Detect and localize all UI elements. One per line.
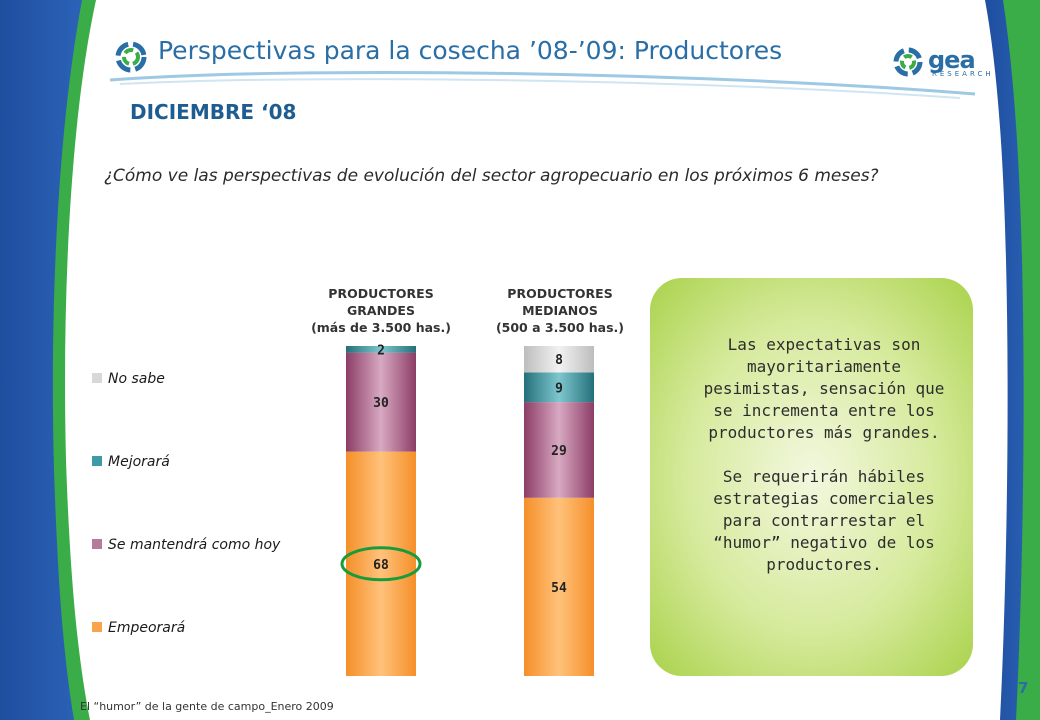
bar-mejorara-1 <box>346 346 416 353</box>
bar-mejorara-2 <box>524 372 594 403</box>
gea-logo-text: gea <box>928 46 976 74</box>
column-header-line: (más de 3.500 has.) <box>311 320 451 335</box>
footer-text: El “humor” de la gente de campo_Enero 20… <box>80 700 334 713</box>
callout-box <box>650 278 973 676</box>
gea-logo-icon <box>893 47 923 77</box>
legend-swatch <box>92 622 102 632</box>
data-label-empeorara-1: 68 <box>373 558 389 573</box>
column-header-line: PRODUCTORES <box>328 286 434 301</box>
data-label-mejorara-1: 2 <box>377 343 385 358</box>
page-subtitle: DICIEMBRE ‘08 <box>130 100 297 124</box>
column-header-line: GRANDES <box>347 303 415 318</box>
page-number: 7 <box>1018 679 1029 697</box>
legend-label: Mejorará <box>108 454 170 470</box>
data-label-se-mantendra-como-hoy-1: 30 <box>373 396 389 411</box>
legend-label: Se mantendrá como hoy <box>108 537 281 553</box>
legend-item-se-mantendra: Se mantendrá como hoy <box>92 537 280 553</box>
legend-swatch <box>92 539 102 549</box>
survey-question: ¿Cómo ve las perspectivas de evolución d… <box>104 166 879 186</box>
swirl-logo-icon <box>115 41 147 73</box>
bar-se-mantendra-como-hoy-1 <box>346 352 416 452</box>
callout-paragraph-2: Se requerirán hábiles estrategias comerc… <box>713 467 935 574</box>
page-title: Perspectivas para la cosecha ’08-’09: Pr… <box>158 36 783 65</box>
data-label-no-sabe-2: 8 <box>555 353 563 368</box>
column-header-medianos: PRODUCTORES MEDIANOS (500 a 3.500 has.) <box>465 285 655 336</box>
right-green-band <box>1003 0 1040 720</box>
column-header-grandes: PRODUCTORES GRANDES (más de 3.500 has.) <box>286 285 476 336</box>
legend-label: No sabe <box>108 371 165 387</box>
gea-logo-subtext: RESEARCH <box>932 70 994 78</box>
legend-label: Empeorará <box>108 620 186 636</box>
callout-paragraph-1: Las expectativas son mayoritariamente pe… <box>703 335 945 442</box>
legend-item-empeorara: Empeorará <box>92 620 185 636</box>
data-label-se-mantendra-como-hoy-2: 29 <box>551 444 567 459</box>
highlight-ellipse <box>340 546 422 582</box>
column-header-line: (500 a 3.500 has.) <box>495 320 625 335</box>
column-header-line: PRODUCTORES <box>507 286 613 301</box>
callout-text: Las expectativas son mayoritariamente pe… <box>690 334 958 598</box>
legend-swatch <box>92 373 102 383</box>
left-blue-band <box>0 0 82 720</box>
legend-item-no-sabe: No sabe <box>92 371 165 387</box>
bar-empeorara-2 <box>524 497 594 676</box>
bar-empeorara-1 <box>346 451 416 676</box>
legend-swatch <box>92 456 102 466</box>
bar-no-sabe-2 <box>524 346 594 373</box>
data-label-mejorara-2: 9 <box>555 381 563 396</box>
title-swoosh <box>109 70 976 96</box>
legend-item-mejorara: Mejorará <box>92 454 170 470</box>
bar-se-mantendra-como-hoy-2 <box>524 402 594 498</box>
data-label-empeorara-2: 54 <box>551 581 567 596</box>
column-header-line: MEDIANOS <box>522 303 598 318</box>
